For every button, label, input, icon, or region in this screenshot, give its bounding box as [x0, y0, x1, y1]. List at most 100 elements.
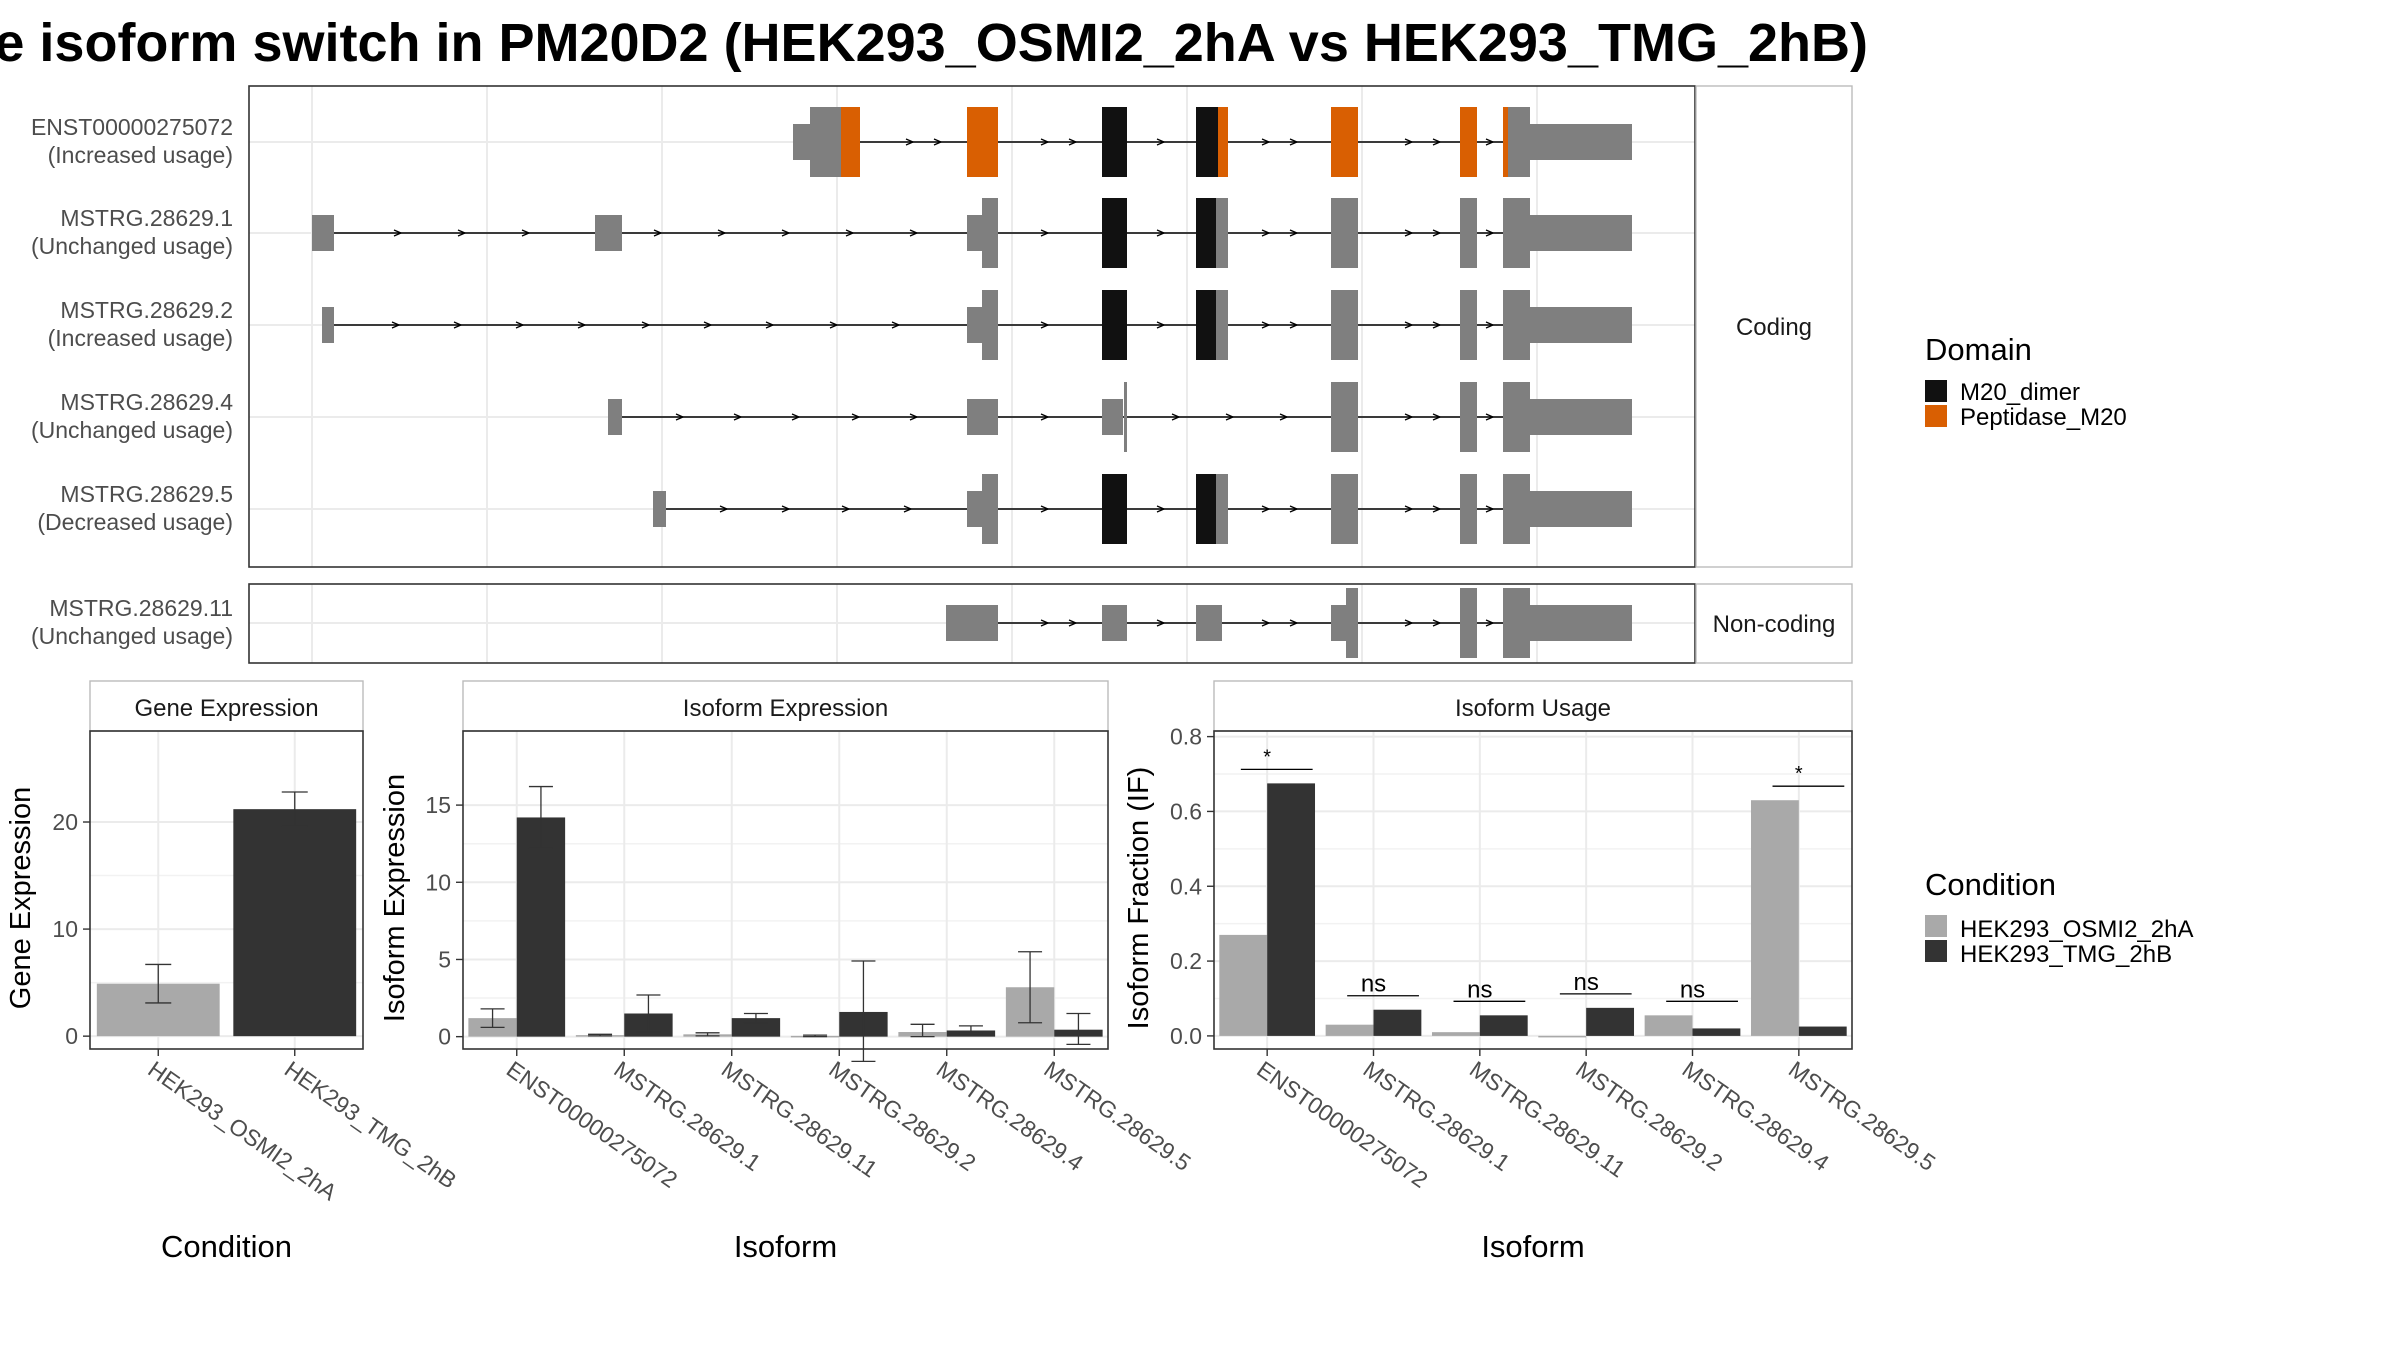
strand-arrow-icon — [393, 229, 403, 237]
strand-arrow-icon — [1485, 505, 1495, 513]
strand-arrow-icon — [765, 321, 775, 329]
exon-block — [1346, 588, 1358, 658]
isoform-usage-label: (Increased usage) — [48, 142, 233, 168]
strand-arrow-icon — [909, 229, 919, 237]
exon-block — [967, 399, 998, 435]
strand-arrow-icon — [1261, 619, 1271, 627]
strand-arrow-icon — [903, 505, 913, 513]
exon-block — [1503, 588, 1530, 658]
legend-label-domain: M20_dimer — [1960, 379, 2080, 406]
strand-arrow-icon — [1485, 619, 1495, 627]
exon-block — [1503, 382, 1530, 452]
bar — [1479, 1015, 1528, 1036]
exon-block — [982, 198, 998, 268]
exon-block — [1196, 605, 1222, 641]
exon-block — [1508, 107, 1530, 177]
bar-panel-border — [1213, 730, 1853, 1050]
strand-arrow-icon — [1432, 229, 1442, 237]
significance-label: * — [1795, 763, 1803, 785]
strand-arrow-icon — [1068, 619, 1078, 627]
strand-arrow-icon — [1432, 321, 1442, 329]
strand-arrow-icon — [909, 413, 919, 421]
strand-arrow-icon — [1156, 505, 1166, 513]
legend-key-domain — [1925, 405, 1947, 427]
bar — [1267, 783, 1316, 1036]
strand-arrow-icon — [1432, 619, 1442, 627]
exon-block — [1196, 107, 1218, 177]
strand-arrow-icon — [1404, 321, 1414, 329]
legend-key-condition — [1925, 940, 1947, 962]
bar — [1644, 1015, 1693, 1036]
isoform-usage-label: (Unchanged usage) — [31, 417, 233, 443]
strand-arrow-icon — [1289, 229, 1299, 237]
bar-panel-border — [89, 730, 364, 1050]
exon-block — [1530, 215, 1632, 251]
exon-block — [1530, 399, 1632, 435]
strand-arrow-icon — [1404, 505, 1414, 513]
y-tick-label: 0 — [65, 1023, 78, 1049]
facet-label-noncoding: Non-coding — [1713, 611, 1836, 638]
isoform-label: MSTRG.28629.5 — [60, 481, 233, 507]
isoform-usage-label: (Decreased usage) — [37, 509, 233, 535]
y-tick-label: 0.4 — [1170, 873, 1202, 899]
y-axis-title: Gene Expression — [5, 787, 37, 1009]
exon-block — [1503, 107, 1508, 177]
exon-block — [1530, 605, 1632, 641]
strand-arrow-icon — [1040, 138, 1050, 146]
strand-arrow-icon — [1068, 138, 1078, 146]
significance-label: ns — [1573, 969, 1598, 996]
exon-block — [1503, 198, 1530, 268]
isoform-label: MSTRG.28629.1 — [60, 205, 233, 231]
strand-arrow-icon — [781, 229, 791, 237]
exon-block — [1102, 198, 1127, 268]
isoform-label: MSTRG.28629.4 — [60, 389, 233, 415]
strand-arrow-icon — [1485, 229, 1495, 237]
strand-arrow-icon — [1156, 321, 1166, 329]
bar-panel-border — [462, 730, 1109, 1050]
strand-arrow-icon — [841, 505, 851, 513]
strand-arrow-icon — [1485, 138, 1495, 146]
strand-arrow-icon — [1432, 138, 1442, 146]
strand-arrow-icon — [577, 321, 587, 329]
exon-block — [1102, 399, 1123, 435]
exon-block — [595, 215, 622, 251]
strand-arrow-icon — [1156, 229, 1166, 237]
exon-block — [1218, 107, 1228, 177]
y-axis-title: Isoform Fraction (IF) — [1123, 767, 1155, 1030]
strand-arrow-icon — [891, 321, 901, 329]
isoform-usage-label: (Unchanged usage) — [31, 233, 233, 259]
strand-arrow-icon — [641, 321, 651, 329]
strand-arrow-icon — [521, 229, 531, 237]
strand-arrow-icon — [1279, 413, 1289, 421]
strand-arrow-icon — [1040, 321, 1050, 329]
y-tick-label: 0.0 — [1170, 1023, 1202, 1049]
significance-label: ns — [1361, 971, 1386, 998]
strand-arrow-icon — [829, 321, 839, 329]
strand-arrow-icon — [1289, 505, 1299, 513]
strand-arrow-icon — [653, 229, 663, 237]
strand-arrow-icon — [905, 138, 915, 146]
strand-arrow-icon — [453, 321, 463, 329]
y-tick-label: 15 — [425, 792, 451, 818]
exon-block — [1196, 290, 1216, 360]
significance-label: * — [1263, 746, 1271, 768]
x-axis-title: Condition — [161, 1229, 292, 1264]
strand-arrow-icon — [1404, 138, 1414, 146]
strand-arrow-icon — [1485, 413, 1495, 421]
strand-arrow-icon — [515, 321, 525, 329]
legend-key-domain — [1925, 380, 1947, 402]
exon-block — [1102, 290, 1127, 360]
exon-block — [312, 215, 334, 251]
exon-block — [1530, 124, 1632, 160]
strand-arrow-icon — [717, 229, 727, 237]
panel-title: Isoform Expression — [683, 695, 888, 722]
exon-block — [1503, 474, 1530, 544]
exon-block — [1530, 307, 1632, 343]
facet-label-coding: Coding — [1736, 314, 1812, 341]
exon-block — [810, 107, 841, 177]
bar-panel-bg — [463, 731, 1108, 1049]
exon-block — [1331, 198, 1358, 268]
legend-key-condition — [1925, 915, 1947, 937]
exon-block — [1331, 107, 1358, 177]
